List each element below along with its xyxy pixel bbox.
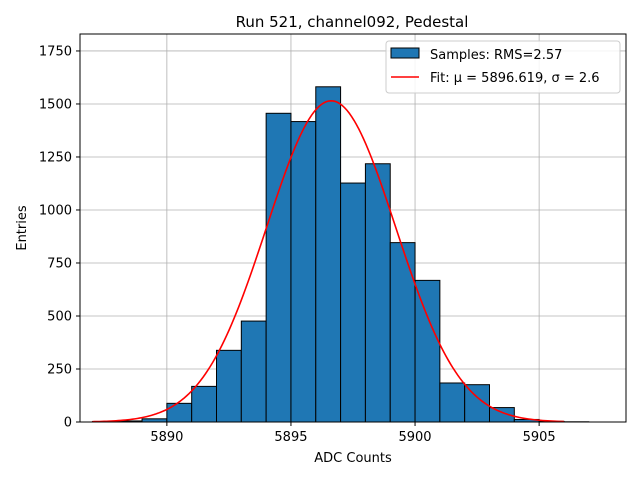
y-tick-label: 250 (47, 362, 72, 377)
legend-box (385, 40, 621, 94)
y-tick-label: 1000 (39, 203, 72, 218)
legend-label-samples: Samples: RMS=2.57 (430, 48, 562, 63)
legend-swatch-samples (390, 47, 420, 59)
histogram-bar (340, 182, 366, 423)
histogram-bar (364, 163, 391, 423)
y-tick-label: 1250 (39, 150, 72, 165)
x-axis-ticks: 5890 5895 5900 5905 (150, 422, 556, 445)
histogram-bar (389, 242, 416, 423)
x-tick-label: 5895 (274, 430, 307, 445)
legend: Samples: RMS=2.57 Fit: μ = 5896.619, σ =… (385, 40, 621, 94)
y-tick-label: 500 (47, 309, 72, 324)
chart-title: Run 521, channel092, Pedestal (236, 13, 469, 31)
histogram-bar (315, 86, 342, 423)
y-axis-ticks: 0 250 500 750 1000 1250 1500 1750 (39, 44, 80, 431)
histogram-bar (191, 385, 218, 423)
histogram-bar (414, 279, 441, 423)
x-tick-label: 5900 (398, 430, 431, 445)
y-tick-label: 750 (47, 256, 72, 271)
x-tick-label: 5890 (150, 430, 183, 445)
histogram-bar (290, 121, 317, 423)
plot-frame (79, 33, 627, 423)
legend-label-fit: Fit: μ = 5896.619, σ = 2.6 (430, 71, 600, 86)
fit-curve (92, 99, 564, 423)
histogram-bar (166, 402, 193, 423)
y-tick-label: 0 (64, 416, 72, 431)
histogram-bar (216, 349, 242, 423)
x-axis-label: ADC Counts (314, 451, 392, 466)
histogram-bar (439, 382, 466, 423)
histogram-bar (240, 320, 267, 423)
fit-curve-group (92, 99, 564, 423)
y-axis-label: Entries (15, 205, 30, 251)
histogram-bar (265, 112, 292, 423)
y-tick-label: 1750 (39, 44, 72, 59)
x-tick-label: 5905 (523, 430, 556, 445)
y-tick-label: 1500 (39, 97, 72, 112)
